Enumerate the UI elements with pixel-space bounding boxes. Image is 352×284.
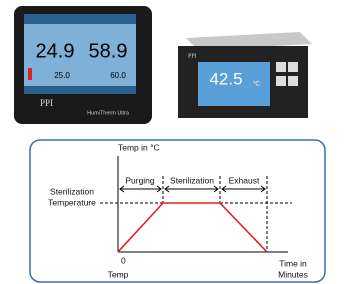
origin-label: 0 [121,255,126,265]
x-axis-label: Minutes [278,269,308,279]
bottom-label: Temp [108,269,129,279]
button [276,76,286,86]
reading: 24.9 [36,40,75,62]
phase-label: Purging [125,175,155,185]
unit: °C [253,82,260,88]
thermo-icon [28,68,32,80]
screen-footer [24,86,136,94]
reading: 58.9 [89,40,128,62]
button [288,62,298,72]
screen-header [24,14,136,24]
button [288,76,298,86]
brand: PPI [40,98,53,108]
level-label: Sterilization [50,186,94,196]
button [276,62,286,72]
level-label: Temperature [48,197,96,207]
brand: PPI [188,53,197,59]
humitherm-device: 24.9 58.9 25.0 60.0 PPI HumiTherm Ultra [14,6,152,124]
y-axis-label: Temp in °C [118,142,160,152]
sub-reading: 60.0 [110,71,126,80]
phase-label: Exhaust [229,175,260,185]
reading: 42.5 [209,69,242,88]
screenshot: 24.9 58.9 25.0 60.0 PPI HumiTherm Ultra … [0,0,352,284]
page: 24.9 58.9 25.0 60.0 PPI HumiTherm Ultra … [0,0,352,284]
controller-device: PPI 42.5 °C [178,32,312,118]
x-axis-label: Time in [279,258,307,268]
diagram: Temp in °C Sterilization Temperature Pur… [30,140,325,282]
sub-reading: 25.0 [54,71,70,80]
model: HumiTherm Ultra [87,110,130,116]
phase-label: Sterilization [170,175,214,185]
